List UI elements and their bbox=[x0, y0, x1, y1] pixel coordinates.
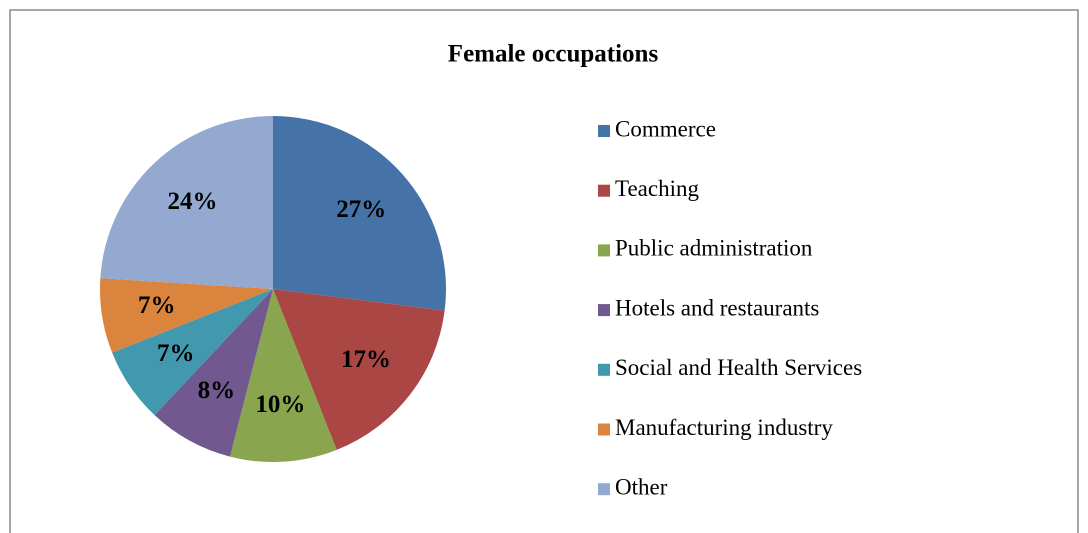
data-label: 7% bbox=[138, 292, 176, 319]
legend-swatch bbox=[598, 304, 610, 317]
legend-swatch bbox=[598, 423, 610, 436]
pie-slice bbox=[273, 116, 446, 311]
chart-title: Female occupations bbox=[448, 41, 659, 68]
pie-slice bbox=[99, 278, 273, 353]
data-label: 10% bbox=[255, 391, 305, 418]
chart-border bbox=[9, 9, 1079, 533]
legend-swatch bbox=[598, 244, 610, 257]
legend-label: Public administration bbox=[615, 236, 813, 261]
data-label: 27% bbox=[336, 196, 386, 223]
legend-swatch bbox=[598, 184, 610, 197]
pie-slice bbox=[229, 289, 337, 462]
pie-slice bbox=[112, 289, 273, 416]
legend-label: Other bbox=[615, 474, 668, 499]
pie-slice bbox=[100, 115, 274, 290]
data-label: 17% bbox=[341, 346, 391, 373]
legend-label: Hotels and restaurants bbox=[615, 295, 819, 320]
legend-label: Social and Health Services bbox=[615, 355, 862, 380]
data-label: 7% bbox=[157, 340, 195, 367]
pie-slice bbox=[273, 289, 445, 450]
legend-label: Commerce bbox=[615, 116, 716, 141]
legend-swatch bbox=[598, 125, 610, 137]
legend-swatch bbox=[598, 363, 610, 376]
data-label: 8% bbox=[198, 377, 236, 404]
legend-label: Teaching bbox=[615, 176, 699, 201]
data-label: 24% bbox=[167, 188, 217, 215]
legend-label: Manufacturing industry bbox=[615, 415, 833, 440]
pie-slice bbox=[154, 289, 273, 457]
legend-swatch bbox=[598, 483, 610, 496]
